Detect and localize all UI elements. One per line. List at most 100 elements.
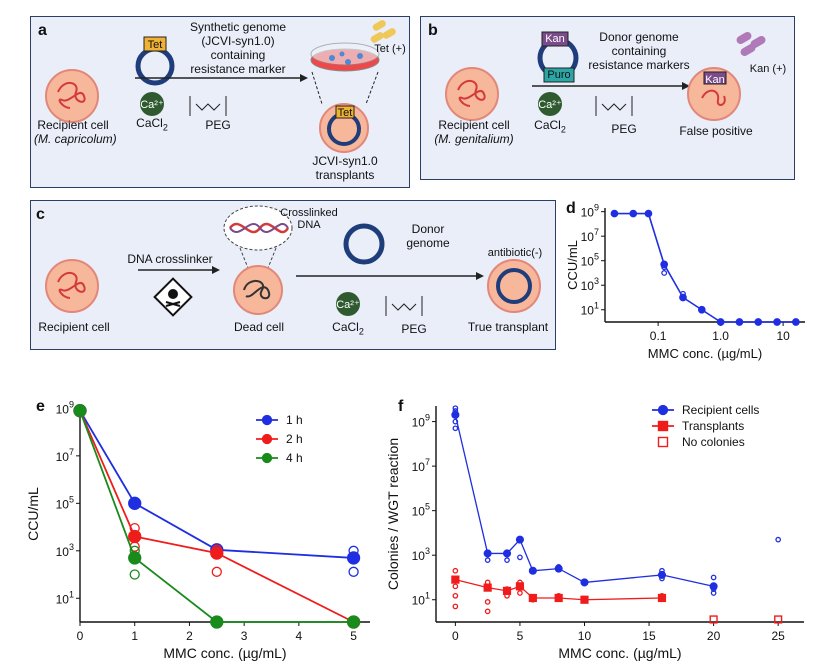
panel-c-antibiotic-label: antibiotic(-) bbox=[487, 247, 543, 259]
replicate-point bbox=[710, 574, 717, 581]
transplant-cell-icon bbox=[319, 103, 369, 153]
replicate-point bbox=[452, 418, 459, 425]
panel-a-arrow-text-2: (JCVI-syn1.0) bbox=[201, 34, 275, 48]
plasmid-icon bbox=[537, 31, 579, 83]
y-tick-label: 101 bbox=[412, 591, 430, 608]
panel-b-arrow-text-3: resistance markers bbox=[588, 58, 690, 72]
replicate-point bbox=[484, 557, 491, 563]
replicate-point bbox=[484, 599, 491, 605]
data-point bbox=[554, 593, 563, 603]
y-tick-label: 103 bbox=[412, 546, 430, 563]
data-point bbox=[73, 404, 87, 418]
recipient-cell-icon bbox=[445, 67, 499, 121]
x-tick-label: 5 bbox=[350, 629, 357, 643]
data-point bbox=[660, 260, 669, 269]
pill-icon bbox=[736, 32, 766, 56]
replicate-point bbox=[211, 566, 222, 577]
panel-a-peg: PEG bbox=[205, 118, 231, 132]
panel-c-donor-label-2: genome bbox=[406, 236, 450, 250]
panel-c-crosslinked-label-2: DNA bbox=[297, 219, 321, 231]
data-point bbox=[709, 582, 718, 591]
replicate-point bbox=[710, 590, 717, 596]
replicate-point bbox=[504, 557, 510, 563]
data-point bbox=[580, 578, 589, 587]
y-axis-label: CCU/mL bbox=[565, 240, 580, 290]
panel-b-marker-kan: Kan bbox=[545, 33, 565, 45]
data-point bbox=[528, 566, 537, 575]
y-tick-label: 107 bbox=[581, 227, 599, 244]
y-tick-label: 105 bbox=[581, 252, 599, 269]
legend: Recipient cells Transplants No colonies bbox=[652, 403, 759, 449]
panel-a-recipient-species: (M. capricolum) bbox=[34, 132, 117, 146]
donor-genome-icon bbox=[343, 223, 385, 265]
x-axis-label: MMC conc. (µg/mL) bbox=[648, 346, 762, 361]
data-point bbox=[754, 318, 763, 326]
replicate-point bbox=[452, 425, 459, 432]
y-tick-label: 103 bbox=[581, 276, 599, 293]
data-point bbox=[128, 551, 142, 565]
panel-c-crosslinker-label: DNA crosslinker bbox=[127, 252, 213, 266]
panel-c-true-label: True transplant bbox=[467, 320, 549, 334]
x-tick-label: 20 bbox=[707, 629, 721, 643]
panel-f-letter: f bbox=[398, 398, 404, 415]
crosslinked-dna-icon bbox=[223, 205, 293, 251]
panel-c bbox=[30, 200, 556, 350]
panel-e-letter: e bbox=[36, 398, 45, 415]
petri-dish-icon bbox=[310, 42, 380, 72]
panel-c-letter: c bbox=[36, 206, 45, 223]
legend-label: 4 h bbox=[286, 451, 303, 465]
legend-label: 2 h bbox=[286, 432, 303, 446]
data-point bbox=[210, 615, 224, 629]
y-tick-label: 101 bbox=[56, 589, 74, 606]
replicate-point bbox=[452, 405, 459, 412]
data-point bbox=[346, 551, 361, 565]
x-tick-label: 2 bbox=[186, 629, 193, 643]
data-point bbox=[774, 615, 783, 624]
series-line bbox=[454, 414, 714, 587]
replicate-point bbox=[129, 569, 140, 580]
panel-a-arrow-text-4: resistance marker bbox=[190, 62, 286, 76]
data-point bbox=[735, 318, 744, 326]
panel-a-plate-label: Tet (+) bbox=[374, 43, 406, 55]
panel-b-letter: b bbox=[428, 22, 438, 39]
data-point bbox=[128, 529, 142, 544]
panel-a-transplant-label-1: JCVI-syn1.0 bbox=[312, 154, 378, 168]
x-tick-label: 1 bbox=[131, 629, 138, 643]
replicate-point bbox=[452, 592, 459, 599]
data-point bbox=[629, 209, 638, 218]
legend-marker bbox=[261, 452, 273, 464]
replicate-point bbox=[452, 583, 459, 590]
recipient-cell-icon bbox=[45, 259, 99, 313]
y-tick-label: 107 bbox=[56, 447, 74, 464]
recipient-cell-icon bbox=[45, 69, 99, 123]
data-point bbox=[709, 615, 718, 624]
x-tick-label: 25 bbox=[771, 629, 785, 643]
y-tick-label: 109 bbox=[581, 203, 599, 220]
panel-c-donor-label-1: Donor bbox=[411, 222, 445, 236]
plasmid-icon bbox=[135, 36, 175, 86]
data-point bbox=[502, 549, 512, 558]
panel-a-recipient-label: Recipient cell bbox=[37, 118, 109, 132]
chart-d: 101 103 105 107 109 0.1 1.0 10 MMC conc. (µg/mL)… bbox=[565, 203, 805, 361]
data-point bbox=[610, 209, 619, 218]
panel-b-result-label: False positive bbox=[679, 124, 753, 138]
panel-a-arrow-text-1: Synthetic genome bbox=[189, 20, 287, 34]
panel-a-diagram bbox=[45, 20, 396, 153]
data-point bbox=[657, 593, 667, 603]
y-tick-label: 107 bbox=[412, 457, 430, 474]
replicate-point bbox=[348, 566, 359, 577]
y-tick-label: 101 bbox=[581, 301, 599, 318]
panel-c-peg: PEG bbox=[401, 322, 427, 336]
data-point bbox=[679, 293, 687, 302]
replicate-point bbox=[517, 590, 523, 596]
series-no-colonies bbox=[709, 615, 783, 624]
dead-cell-icon bbox=[233, 265, 283, 315]
x-tick-label: 0 bbox=[452, 629, 459, 643]
panel-a-cacl2: CaCl2 bbox=[136, 116, 168, 133]
legend-label: Recipient cells bbox=[682, 403, 759, 417]
legend-marker bbox=[657, 404, 669, 416]
x-tick-label: 0.1 bbox=[650, 329, 667, 343]
legend-label: 1 h bbox=[286, 413, 303, 427]
y-tick-label: 103 bbox=[56, 542, 74, 559]
data-point bbox=[451, 575, 460, 584]
